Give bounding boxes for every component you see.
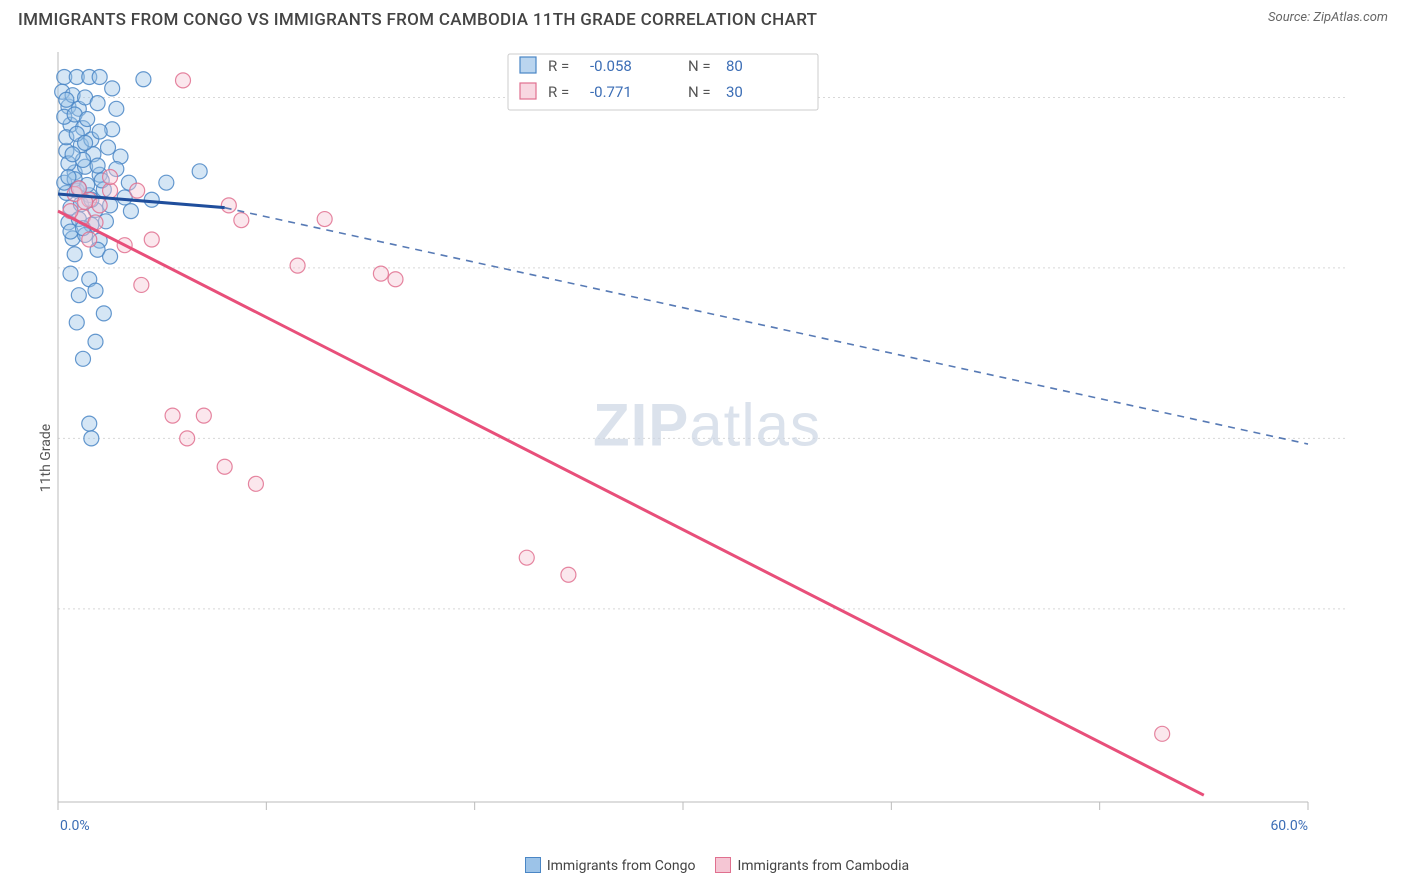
legend-label: Immigrants from Congo [547, 858, 696, 874]
scatter-point [92, 70, 107, 85]
scatter-point [82, 416, 97, 431]
source-attribution: Source: ZipAtlas.com [1268, 10, 1388, 25]
scatter-point [101, 140, 116, 155]
footer-legend: Immigrants from Congo Immigrants from Cam… [18, 857, 1396, 874]
regression-line [58, 211, 1204, 795]
scatter-point [59, 92, 74, 107]
scatter-point [192, 164, 207, 179]
scatter-point [123, 204, 138, 219]
scatter-point [144, 192, 159, 207]
scatter-point [388, 272, 403, 287]
scatter-point [561, 567, 576, 582]
scatter-point [90, 96, 105, 111]
scatter-point [136, 72, 151, 87]
scatter-point [159, 175, 174, 190]
y-axis-label: 11th Grade [38, 424, 54, 492]
scatter-point [180, 431, 195, 446]
svg-text:30: 30 [726, 83, 743, 101]
legend-label: Immigrants from Cambodia [737, 858, 909, 874]
scatter-point [78, 135, 93, 150]
scatter-point [221, 198, 236, 213]
scatter-point [82, 232, 97, 247]
svg-text:R =: R = [548, 57, 569, 75]
regression-extrapolation [225, 208, 1308, 444]
scatter-point [217, 459, 232, 474]
scatter-point [1155, 726, 1170, 741]
svg-text:60.0%: 60.0% [1270, 818, 1308, 834]
scatter-point [196, 408, 211, 423]
header: IMMIGRANTS FROM CONGO VS IMMIGRANTS FROM… [0, 0, 1406, 36]
chart-title: IMMIGRANTS FROM CONGO VS IMMIGRANTS FROM… [18, 10, 817, 30]
scatter-point [176, 73, 191, 88]
svg-text:-0.771: -0.771 [590, 83, 632, 101]
svg-text:N =: N = [688, 57, 711, 75]
scatter-point [165, 408, 180, 423]
scatter-point [96, 306, 111, 321]
scatter-point [234, 213, 249, 228]
legend-swatch [520, 57, 536, 73]
scatter-point [92, 124, 107, 139]
scatter-point [65, 147, 80, 162]
svg-text:R =: R = [548, 83, 569, 101]
scatter-point [373, 266, 388, 281]
scatter-point [90, 158, 105, 173]
scatter-point [105, 81, 120, 96]
scatter-point [63, 266, 78, 281]
scatter-point [519, 550, 534, 565]
scatter-point [92, 198, 107, 213]
svg-text:0.0%: 0.0% [60, 818, 90, 834]
legend-swatch [525, 857, 541, 873]
scatter-point [67, 247, 82, 262]
svg-text:-0.058: -0.058 [590, 57, 632, 75]
scatter-point [76, 351, 91, 366]
legend-swatch [520, 83, 536, 99]
scatter-point [103, 183, 118, 198]
scatter-point [103, 170, 118, 185]
scatter-point [88, 334, 103, 349]
scatter-point [248, 476, 263, 491]
scatter-point [134, 277, 149, 292]
legend-swatch [715, 857, 731, 873]
svg-text:N =: N = [688, 83, 711, 101]
scatter-point [130, 183, 145, 198]
scatter-point [69, 315, 84, 330]
scatter-point [88, 283, 103, 298]
scatter-point [109, 101, 124, 116]
scatter-point [144, 232, 159, 247]
correlation-chart: 55.0%70.0%85.0%100.0%0.0%60.0%R =-0.058N… [18, 42, 1348, 852]
chart-container: 11th Grade ZIPatlas 55.0%70.0%85.0%100.0… [18, 42, 1396, 874]
scatter-point [103, 249, 118, 264]
scatter-point [71, 288, 86, 303]
svg-text:80: 80 [726, 57, 743, 75]
scatter-point [290, 258, 305, 273]
scatter-point [84, 431, 99, 446]
scatter-point [80, 112, 95, 127]
scatter-point [317, 212, 332, 227]
